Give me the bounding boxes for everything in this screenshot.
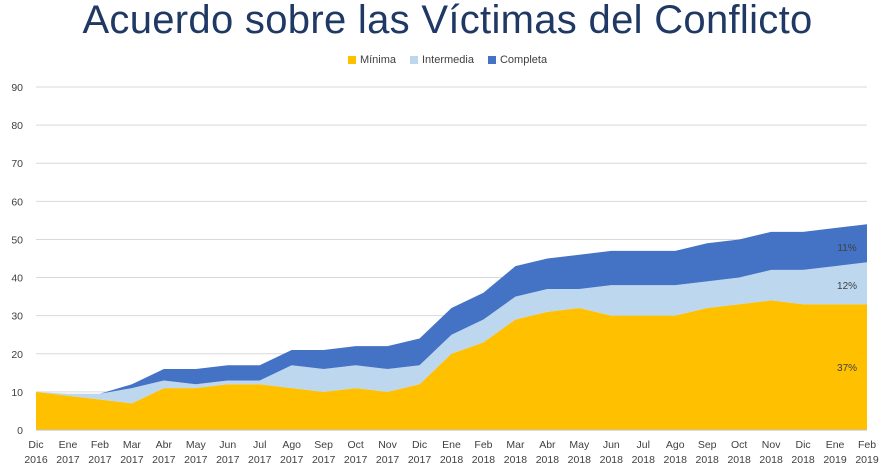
- x-tick-label-month: May: [569, 439, 590, 451]
- x-tick-label-month: Abr: [539, 439, 556, 451]
- y-tick-label: 40: [11, 273, 23, 285]
- legend-swatch-minima: [347, 56, 356, 64]
- x-tick-label-month: Ene: [442, 439, 461, 451]
- x-tick-label-year: 2018: [632, 454, 656, 466]
- x-tick-label-year: 2017: [344, 454, 368, 466]
- x-tick-label-year: 2017: [408, 454, 432, 466]
- y-tick-label: 0: [17, 425, 23, 437]
- x-tick-label-year: 2017: [312, 454, 336, 466]
- x-tick-label-year: 2018: [600, 454, 624, 466]
- x-tick-label-year: 2017: [376, 454, 400, 466]
- x-tick-label-year: 2017: [184, 454, 208, 466]
- x-tick-label-month: Dic: [412, 439, 427, 451]
- legend-label-completa: Completa: [499, 54, 548, 66]
- x-tick-label-month: Sep: [698, 439, 717, 451]
- x-tick-label-year: 2017: [248, 454, 272, 466]
- legend-item-intermedia: Intermedia: [410, 54, 474, 66]
- annotation-minima: 37%: [837, 363, 857, 374]
- legend-item-minima: Mínima: [347, 54, 396, 66]
- x-tick-label-month: May: [186, 439, 207, 451]
- legend-item-completa: Completa: [487, 54, 548, 66]
- x-tick-label-month: Nov: [378, 439, 397, 451]
- x-tick-label-year: 2017: [56, 454, 80, 466]
- x-tick-label-month: Ago: [666, 439, 685, 451]
- x-tick-label-year: 2018: [440, 454, 464, 466]
- legend-swatch-completa: [487, 56, 496, 64]
- x-tick-label-year: 2018: [727, 454, 751, 466]
- x-tick-label-year: 2018: [472, 454, 496, 466]
- x-tick-label-month: Oct: [731, 439, 747, 451]
- x-tick-label-month: Mar: [506, 439, 525, 451]
- y-tick-label: 10: [11, 387, 23, 399]
- x-tick-label-month: Feb: [474, 439, 492, 451]
- x-tick-label-month: Oct: [347, 439, 363, 451]
- x-tick-label-year: 2018: [696, 454, 720, 466]
- x-tick-label-month: Dic: [28, 439, 43, 451]
- legend: Mínima Intermedia Completa: [0, 54, 895, 66]
- area-completa: [36, 224, 867, 394]
- x-tick-label-month: Nov: [762, 439, 781, 451]
- x-tick-label-year: 2017: [120, 454, 144, 466]
- x-tick-label-month: Feb: [858, 439, 876, 451]
- x-tick-label-year: 2018: [504, 454, 528, 466]
- x-tick-label-year: 2018: [664, 454, 688, 466]
- annotation-completa: 11%: [837, 243, 856, 254]
- area-intermedia: [36, 262, 867, 404]
- y-tick-label: 20: [11, 349, 23, 361]
- y-tick-label: 80: [11, 120, 23, 132]
- x-tick-label-month: Jul: [253, 439, 266, 451]
- x-tick-label-year: 2018: [568, 454, 592, 466]
- legend-swatch-intermedia: [410, 56, 418, 64]
- x-tick-label-month: Jul: [637, 439, 650, 451]
- x-tick-label-year: 2016: [24, 454, 48, 466]
- x-tick-label-year: 2019: [823, 454, 847, 466]
- annotation-intermedia: 12%: [837, 281, 857, 292]
- x-tick-label-year: 2017: [88, 454, 112, 466]
- x-tick-label-month: Sep: [314, 439, 333, 451]
- x-tick-label-year: 2018: [791, 454, 815, 466]
- y-tick-label: 50: [11, 234, 23, 246]
- x-tick-label-year: 2017: [280, 454, 304, 466]
- x-tick-label-month: Jun: [219, 439, 236, 451]
- legend-label-intermedia: Intermedia: [422, 54, 474, 66]
- x-tick-label-year: 2019: [855, 454, 879, 466]
- x-tick-label-month: Jun: [603, 439, 620, 451]
- x-tick-label-month: Mar: [123, 439, 142, 451]
- chart-title: Acuerdo sobre las Víctimas del Conflicto: [82, 0, 813, 42]
- area-minima: [36, 300, 867, 430]
- x-tick-label-month: Ene: [826, 439, 845, 451]
- x-tick-label-month: Abr: [156, 439, 173, 451]
- x-tick-label-year: 2018: [536, 454, 560, 466]
- y-tick-label: 70: [11, 158, 23, 170]
- x-tick-label-year: 2017: [216, 454, 240, 466]
- x-tick-label-month: Dic: [795, 439, 810, 451]
- y-tick-label: 30: [11, 311, 23, 323]
- y-tick-label: 60: [11, 196, 23, 208]
- x-tick-label-month: Feb: [91, 439, 109, 451]
- legend-label-minima: Mínima: [359, 54, 396, 66]
- y-tick-label: 90: [11, 82, 23, 94]
- x-tick-label-month: Ene: [59, 439, 78, 451]
- x-tick-label-year: 2018: [759, 454, 783, 466]
- x-tick-label-year: 2017: [152, 454, 176, 466]
- x-tick-label-month: Ago: [282, 439, 301, 451]
